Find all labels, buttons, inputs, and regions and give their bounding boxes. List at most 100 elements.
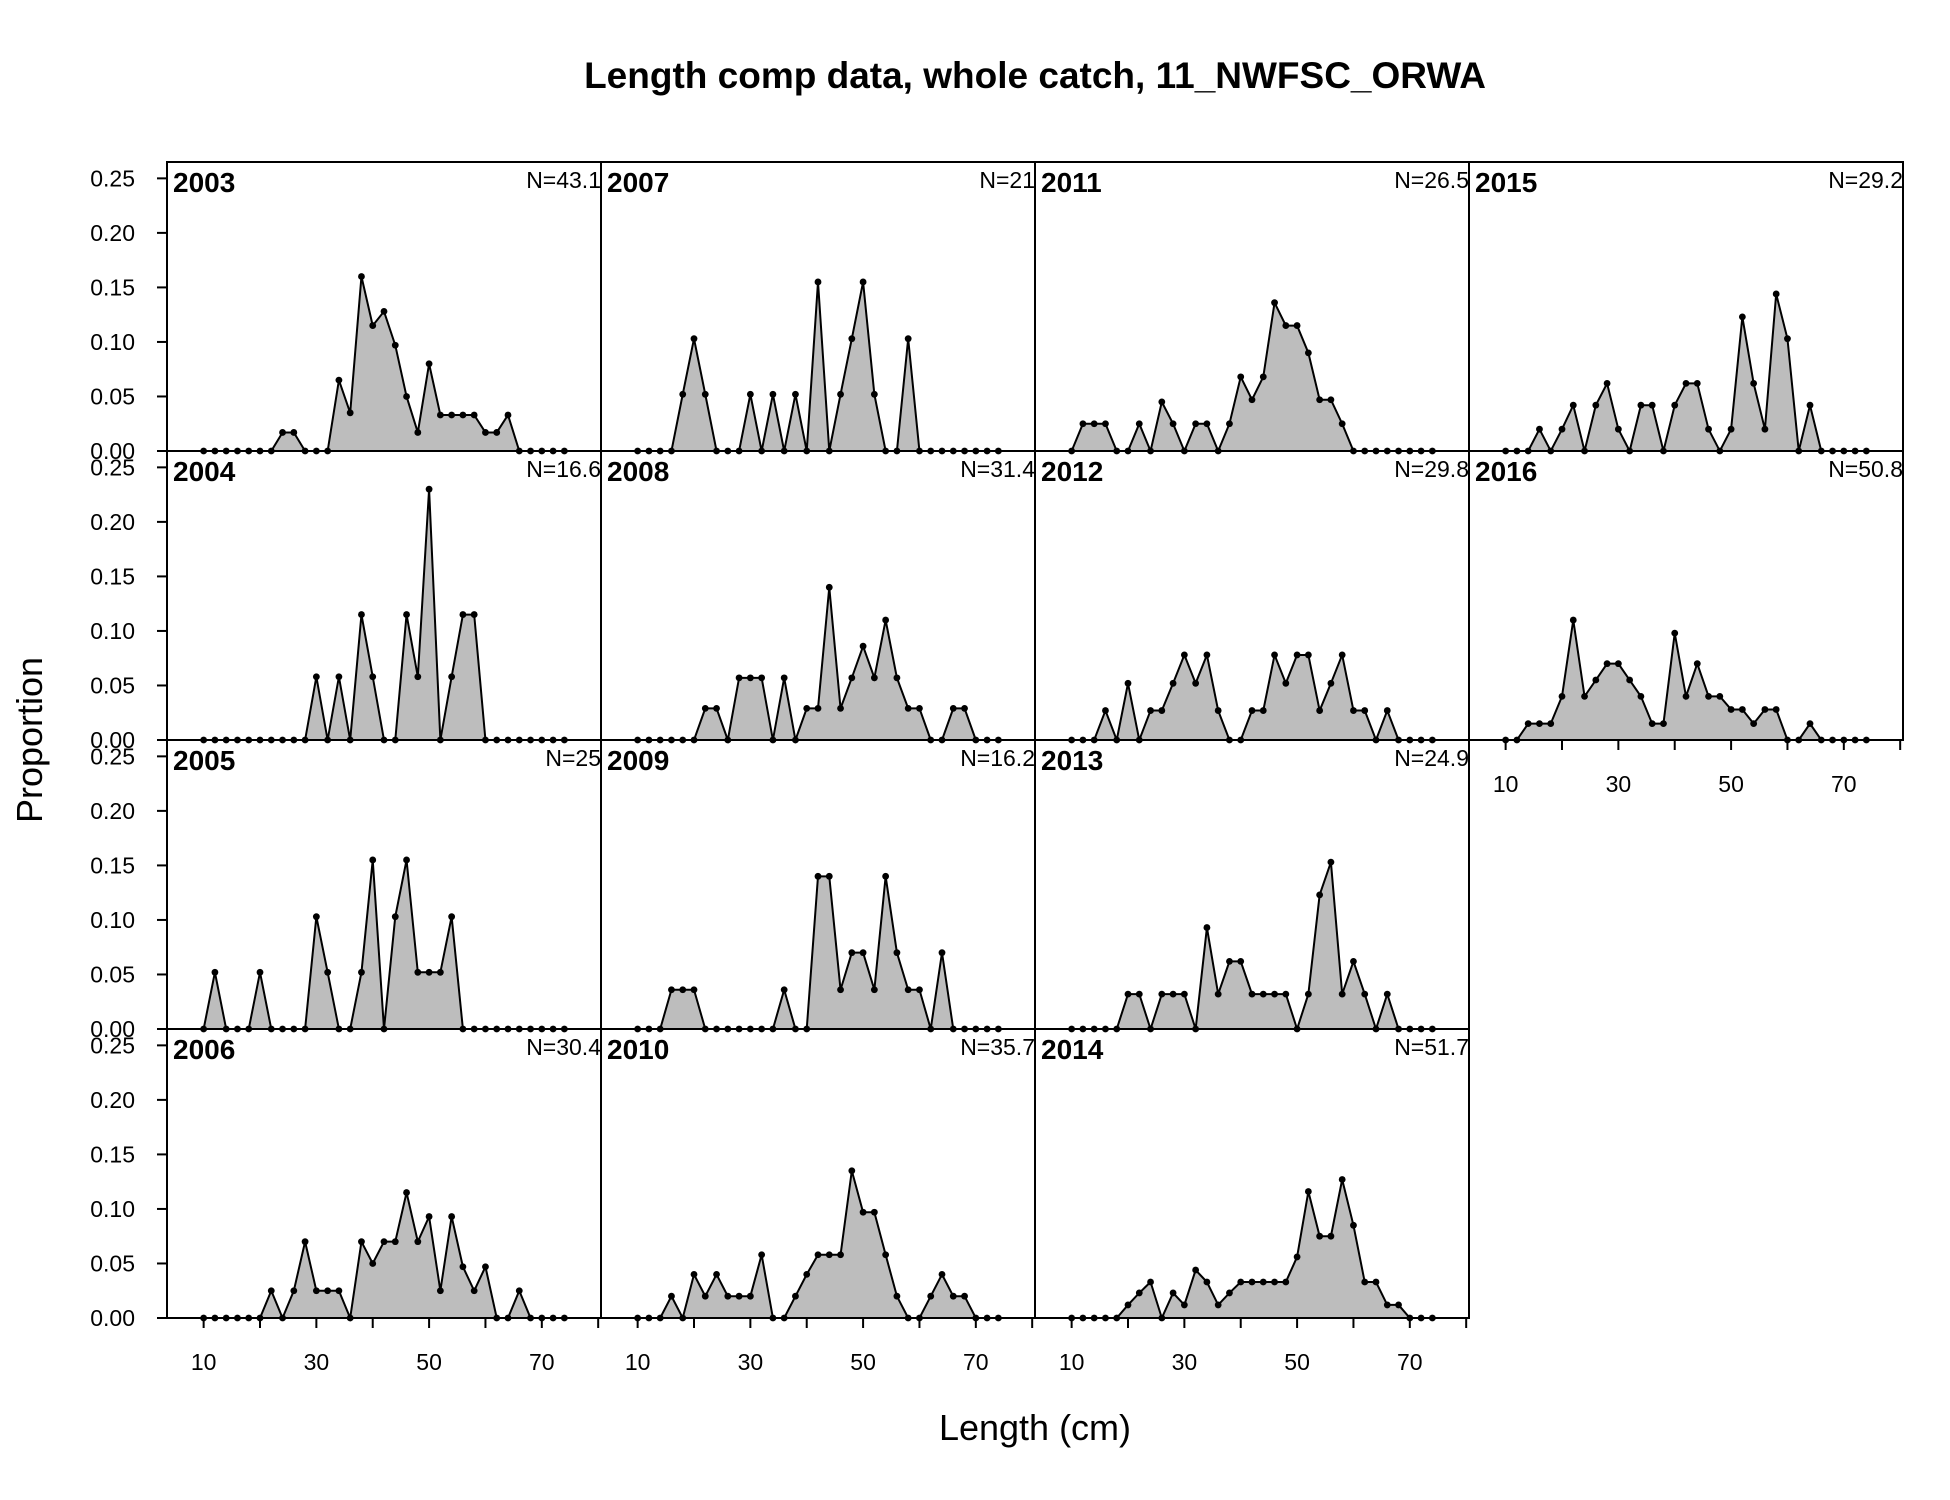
area [637, 587, 999, 740]
point [1180, 1301, 1188, 1309]
point [1338, 420, 1346, 428]
panel-year: 2013 [1041, 745, 1103, 776]
point [1637, 692, 1645, 700]
point [803, 704, 811, 712]
y-tick-label: 0.00 [90, 438, 135, 464]
point [1581, 692, 1588, 700]
point [515, 1287, 523, 1295]
point [1192, 1266, 1200, 1274]
point [904, 335, 912, 343]
point [1102, 707, 1109, 714]
point [837, 390, 844, 398]
panel-year: 2016 [1475, 456, 1537, 487]
point [1192, 420, 1200, 428]
point [668, 986, 675, 994]
point [493, 429, 501, 436]
point [358, 968, 365, 976]
point [448, 411, 456, 419]
panel-n-label: N=21 [979, 167, 1035, 193]
point [1214, 990, 1222, 998]
area [1071, 654, 1433, 740]
point [668, 1292, 675, 1300]
point [1727, 706, 1735, 713]
panel-n-label: N=29.2 [1828, 167, 1903, 193]
point [425, 1213, 433, 1220]
point [882, 872, 890, 880]
point [1614, 660, 1622, 668]
point [279, 429, 286, 436]
point [459, 1263, 467, 1271]
point [1259, 373, 1267, 381]
point [1350, 1221, 1357, 1229]
y-tick-label: 0.25 [90, 743, 135, 769]
point [803, 1270, 811, 1278]
point [290, 429, 298, 436]
point [814, 278, 822, 286]
point [961, 704, 968, 712]
point [267, 1287, 275, 1295]
point [335, 673, 343, 681]
point [814, 704, 822, 712]
point [1727, 425, 1735, 433]
point [1293, 1253, 1301, 1261]
point [870, 674, 878, 682]
point [837, 704, 844, 712]
point [391, 1238, 399, 1246]
point [1304, 349, 1312, 357]
point [403, 393, 410, 400]
point [1203, 420, 1211, 428]
point [1705, 692, 1712, 700]
point [1169, 420, 1177, 428]
point [1626, 676, 1634, 684]
point [1350, 707, 1357, 714]
point [1524, 720, 1532, 728]
point [1135, 420, 1143, 428]
point [312, 913, 320, 921]
point [1135, 990, 1143, 998]
panel-year: 2003 [173, 167, 235, 198]
point [1693, 660, 1701, 668]
point [358, 1238, 365, 1246]
point [735, 1292, 743, 1300]
y-tick-label: 0.00 [90, 1016, 135, 1042]
point [1682, 379, 1690, 387]
point [882, 616, 890, 624]
point [859, 642, 867, 650]
point [391, 913, 399, 921]
point [701, 390, 709, 398]
point [1237, 957, 1245, 965]
y-tick-label: 0.10 [90, 907, 135, 933]
point [1327, 858, 1335, 866]
y-tick-label: 0.00 [90, 727, 135, 753]
point [746, 390, 754, 398]
point [1180, 651, 1188, 659]
point [949, 704, 957, 712]
x-tick-label: 70 [529, 1349, 555, 1375]
y-tick-label: 0.05 [90, 383, 135, 409]
point [1536, 720, 1543, 728]
point [346, 409, 354, 417]
point [1361, 707, 1369, 714]
point [369, 1260, 377, 1267]
point [414, 1238, 422, 1246]
y-tick-label: 0.00 [90, 1305, 135, 1331]
point [1372, 1278, 1380, 1286]
point [1547, 720, 1555, 728]
panel-frame [166, 450, 602, 741]
point [448, 1213, 456, 1220]
panel-n-label: N=26.5 [1394, 167, 1469, 193]
point [414, 968, 422, 976]
y-tick-label: 0.25 [90, 165, 135, 191]
x-tick-label: 30 [304, 1349, 330, 1375]
point [1259, 707, 1267, 714]
point [211, 968, 219, 976]
point [425, 968, 433, 976]
point [482, 429, 489, 436]
point [1338, 1176, 1346, 1183]
point [1226, 1289, 1233, 1297]
point [1271, 1278, 1278, 1286]
panel-n-label: N=43.1 [526, 167, 601, 193]
point [1772, 706, 1780, 713]
panel-year: 2012 [1041, 456, 1103, 487]
point [893, 1292, 901, 1300]
